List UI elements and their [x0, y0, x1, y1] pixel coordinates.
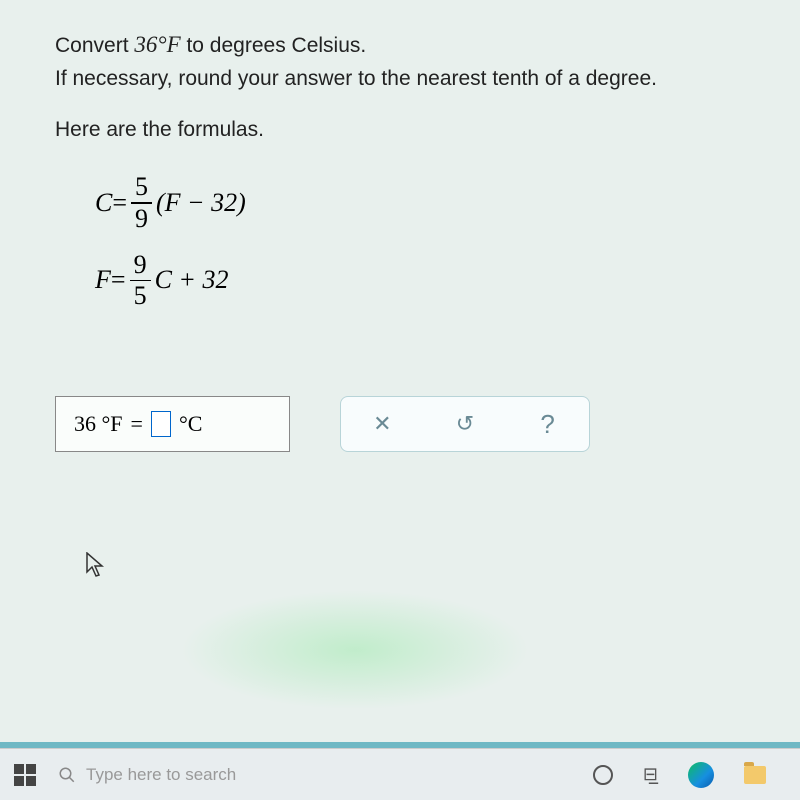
cortana-icon[interactable] [593, 765, 613, 785]
frac2-den: 5 [130, 281, 151, 311]
screen-glare [180, 590, 530, 710]
eq-1: = [112, 188, 127, 218]
var-f: F [95, 265, 111, 295]
cursor-icon [85, 552, 760, 587]
formula-c: C = 5 9 (F − 32) [95, 172, 760, 234]
answer-unit: °C [179, 411, 202, 437]
answer-lhs: 36 °F [74, 411, 123, 437]
start-button[interactable] [14, 764, 36, 786]
f-minus-32: (F − 32) [156, 188, 246, 218]
answer-input[interactable] [151, 411, 171, 437]
c-plus-32: C + 32 [155, 265, 229, 295]
frac1-den: 9 [131, 204, 152, 234]
formulas-label: Here are the formulas. [55, 118, 760, 142]
answer-eq: = [131, 411, 143, 437]
answer-box: 36 °F = °C [55, 396, 290, 452]
formulas-block: C = 5 9 (F − 32) F = 9 5 C + 32 [95, 172, 760, 311]
tool-box: ✕ ↺ ? [340, 396, 590, 452]
answer-row: 36 °F = °C ✕ ↺ ? [55, 396, 760, 452]
question-line-2: If necessary, round your answer to the n… [55, 63, 760, 95]
q1-pre: Convert [55, 34, 134, 57]
search-placeholder: Type here to search [86, 765, 236, 785]
help-button[interactable]: ? [528, 404, 568, 444]
clear-button[interactable]: ✕ [362, 404, 402, 444]
var-c: C [95, 188, 112, 218]
q1-post: to degrees Celsius. [181, 34, 367, 57]
edge-icon[interactable] [688, 762, 714, 788]
task-view-icon[interactable]: ⊟̲ [643, 764, 658, 785]
frac2-num: 9 [130, 250, 151, 280]
frac1-num: 5 [131, 172, 152, 202]
file-explorer-icon[interactable] [744, 766, 766, 784]
fraction-5-9: 5 9 [131, 172, 152, 234]
search-icon [58, 766, 76, 784]
formula-f: F = 9 5 C + 32 [95, 250, 760, 312]
eq-2: = [111, 265, 126, 295]
taskbar-right-icons: ⊟̲ [593, 762, 786, 788]
question-line-1: Convert 36°F to degrees Celsius. [55, 28, 760, 63]
q1-math: 36°F [134, 32, 180, 57]
taskbar: Type here to search ⊟̲ [0, 748, 800, 800]
taskbar-search[interactable]: Type here to search [46, 756, 346, 794]
app-content: Convert 36°F to degrees Celsius. If nece… [0, 0, 800, 800]
undo-button[interactable]: ↺ [445, 404, 485, 444]
fraction-9-5: 9 5 [130, 250, 151, 312]
